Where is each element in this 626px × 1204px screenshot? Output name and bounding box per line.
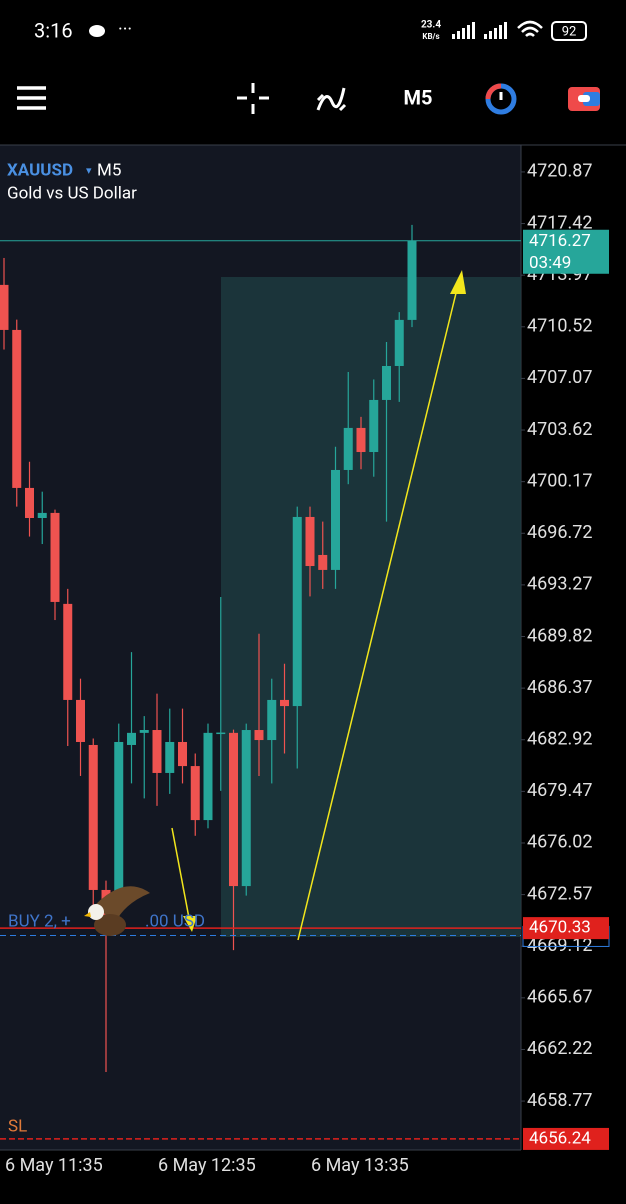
trade-button[interactable] xyxy=(568,87,600,111)
bid-price: 4716.27 xyxy=(529,231,591,251)
signal-icons xyxy=(452,22,507,39)
highlight-rect xyxy=(221,277,521,937)
candle-body xyxy=(0,284,9,330)
symbol: XAUUSD xyxy=(7,160,73,180)
candle-body xyxy=(305,516,315,567)
candle-body xyxy=(76,699,85,742)
candle-body xyxy=(114,741,124,911)
crosshair-button[interactable] xyxy=(237,83,269,114)
sticker-head xyxy=(88,904,104,920)
candle-body xyxy=(382,365,391,400)
y-tick-label: 4693.27 xyxy=(527,574,592,595)
y-tick-label: 4658.77 xyxy=(527,1090,592,1111)
history-button[interactable] xyxy=(485,83,517,115)
position-tag xyxy=(523,917,609,940)
candle-body xyxy=(216,732,226,735)
sl-price: 4656.24 xyxy=(529,1128,591,1148)
candle-body xyxy=(343,427,353,470)
candle-body xyxy=(318,554,328,570)
battery-level: 92 xyxy=(562,24,577,39)
y-tick-label: 4710.52 xyxy=(527,316,592,337)
candle-body xyxy=(229,732,238,887)
bid-timer: 03:49 xyxy=(529,253,571,273)
chart-title: Gold vs US Dollar xyxy=(7,183,137,203)
candle-body xyxy=(63,603,73,700)
menu-button[interactable] xyxy=(17,86,46,110)
candle-body xyxy=(152,730,162,773)
indicators-button[interactable] xyxy=(316,87,347,112)
sl-tag xyxy=(523,1127,609,1150)
y-tick-label: 4696.72 xyxy=(527,522,592,543)
sticker-wing xyxy=(95,886,150,923)
y-tick-label: 4703.62 xyxy=(527,419,592,440)
candle-body xyxy=(331,469,340,570)
candle-body xyxy=(88,744,98,890)
arrow-head xyxy=(183,916,197,932)
position-price: 4670.33 xyxy=(529,918,591,938)
candle-body xyxy=(165,741,175,773)
candle-body xyxy=(190,766,200,821)
candle-body xyxy=(267,699,277,741)
y-tick-label: 4665.67 xyxy=(527,987,592,1008)
candle-body xyxy=(241,730,251,887)
x-tick-label: 6 May 12:35 xyxy=(158,1155,256,1176)
net-unit: KB/s xyxy=(422,32,439,41)
candle-body xyxy=(25,487,34,519)
sl-label: SL xyxy=(8,1116,27,1136)
more-icon: ··· xyxy=(118,19,132,40)
clock: 3:16 xyxy=(34,18,73,42)
position-label-end: .00 USD xyxy=(145,912,205,932)
y-tick-label: 4669.12 xyxy=(527,935,592,956)
candle-body xyxy=(12,329,22,488)
notification-icon xyxy=(89,25,105,37)
candle-body xyxy=(292,516,302,707)
candle-body xyxy=(369,399,379,453)
net-speed: 23.4 xyxy=(421,20,441,31)
timeframe-button[interactable]: M5 xyxy=(404,85,433,109)
y-tick-label: 4682.92 xyxy=(527,728,592,749)
arrow-line xyxy=(171,827,190,919)
y-tick-label: 4679.47 xyxy=(527,780,592,801)
x-tick-label: 6 May 13:35 xyxy=(311,1155,409,1176)
y-tick-label: 4700.17 xyxy=(527,470,592,491)
candle-body xyxy=(280,699,289,707)
symbol-dropdown[interactable]: ▾ xyxy=(86,164,92,177)
y-tick-label: 4717.42 xyxy=(527,212,592,233)
arrow-head xyxy=(450,270,466,294)
y-tick-label: 4707.07 xyxy=(527,367,592,388)
sticker-body xyxy=(94,914,126,936)
bid-tag xyxy=(523,229,609,274)
y-tick-label: 4676.02 xyxy=(527,832,592,853)
y-tick-label: 4689.82 xyxy=(527,625,592,646)
y-tick-label: 4686.37 xyxy=(527,677,592,698)
candle-body xyxy=(139,730,149,733)
candle-body xyxy=(50,512,60,602)
candle-body xyxy=(203,732,213,821)
sticker xyxy=(84,886,150,936)
wifi-icon xyxy=(517,20,543,37)
y-tick-label: 4672.57 xyxy=(527,883,592,904)
candle-body xyxy=(178,741,187,767)
candle-body xyxy=(254,730,264,741)
arrow-line xyxy=(297,284,459,941)
sticker-beak xyxy=(84,912,91,917)
x-tick-label: 6 May 11:35 xyxy=(5,1155,103,1176)
candle-body xyxy=(127,732,136,745)
chart-timeframe: M5 xyxy=(97,160,121,180)
candle-body xyxy=(37,512,47,519)
candle-body xyxy=(407,240,417,320)
y-tick-label: 4662.22 xyxy=(527,1038,592,1059)
candle-body xyxy=(356,427,366,453)
y-tick-label: 4720.87 xyxy=(527,161,592,182)
battery-icon xyxy=(551,21,587,41)
candle-body xyxy=(394,319,404,366)
position-label: BUY 2, + xyxy=(8,912,71,932)
